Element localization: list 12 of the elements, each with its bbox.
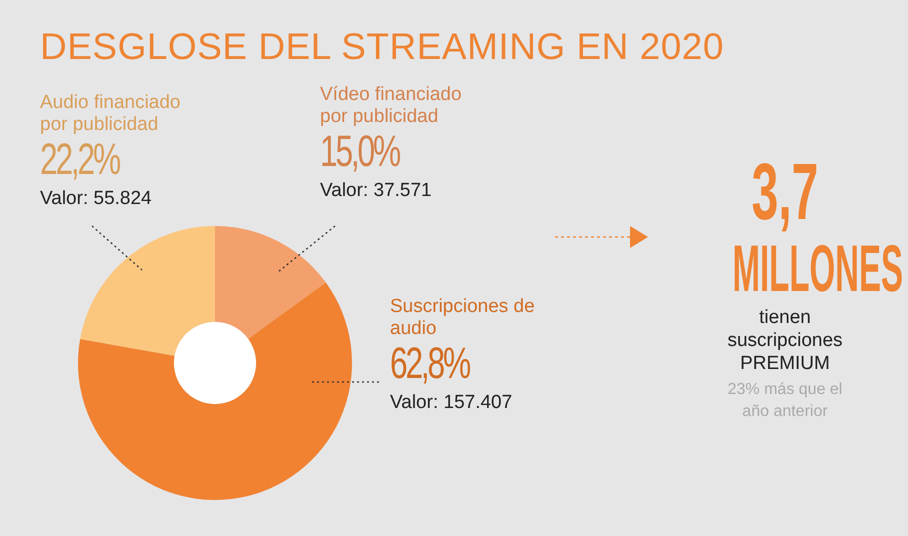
data-label: 15,0% (320, 127, 401, 176)
slice-label: Vídeo financiado por publicidad (320, 84, 463, 128)
text: tienen suscripciones PREMIUM (726, 306, 844, 375)
text: Valor: 37.571 (320, 180, 433, 202)
text: Valor: 157.407 (390, 392, 514, 414)
text: 23% más que el año anterior (726, 380, 844, 422)
chart-title: DESGLOSE DEL STREAMING EN 2020 (40, 26, 724, 68)
data-label: 22,2% (40, 135, 121, 184)
text: Valor: 55.824 (40, 188, 153, 210)
data-label: 62,8% (390, 339, 471, 388)
slice-label: Suscripciones de audio (390, 296, 536, 340)
slice-label: Audio financiado por publicidad (40, 92, 182, 136)
